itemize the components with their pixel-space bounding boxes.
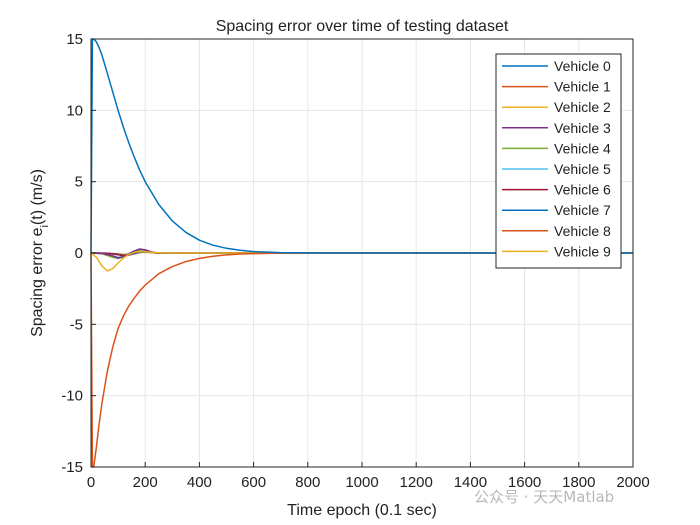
series-line-vehicle-2 <box>90 250 633 272</box>
series-line-vehicle-0 <box>90 38 633 254</box>
y-tick-label: 5 <box>75 174 83 191</box>
legend-label: Vehicle 6 <box>554 182 611 198</box>
y-tick-label: 15 <box>66 31 83 48</box>
x-axis-label: Time epoch (0.1 sec) <box>287 502 437 519</box>
x-tick-label: 1800 <box>562 474 595 491</box>
legend-label: Vehicle 1 <box>554 79 611 95</box>
legend-label: Vehicle 2 <box>554 99 611 115</box>
watermark: 公众号 · 天天Matlab <box>474 488 615 506</box>
x-tick-label: 1600 <box>508 474 541 491</box>
x-tick-label: 400 <box>187 474 212 491</box>
axis-ticks: 0 200 400 600 800 1000 1200 1400 1600 1800 2000 -15… <box>61 31 649 491</box>
legend: Vehicle 0 Vehicle 1 Vehicle 2 Vehicle 3 Vehi… <box>495 53 622 269</box>
y-tick-label: -10 <box>61 388 83 405</box>
legend-label: Vehicle 4 <box>554 140 611 156</box>
x-tick-label: 0 <box>87 474 95 491</box>
legend-label: Vehicle 9 <box>554 243 611 259</box>
y-tick-label: 0 <box>75 245 83 262</box>
x-tick-label: 1200 <box>400 474 433 491</box>
x-tick-label: 1000 <box>345 474 378 491</box>
legend-label: Vehicle 7 <box>554 202 611 218</box>
legend-box <box>495 53 622 269</box>
x-tick-label: 800 <box>295 474 320 491</box>
legend-label: Vehicle 8 <box>554 223 611 239</box>
legend-label: Vehicle 0 <box>554 58 611 74</box>
chart-title: Spacing error over time of testing datas… <box>216 18 509 35</box>
series-lines <box>90 38 633 468</box>
x-tick-label: 2000 <box>616 474 649 491</box>
x-tick-label: 200 <box>133 474 158 491</box>
y-axis-label: Spacing error ei(t) (m/s) <box>29 169 51 337</box>
y-tick-label: -15 <box>61 459 83 476</box>
y-tick-label: 10 <box>66 102 83 119</box>
series-line-vehicle-1 <box>90 252 633 468</box>
legend-label: Vehicle 5 <box>554 161 611 177</box>
x-tick-label: 600 <box>241 474 266 491</box>
x-tick-label: 1400 <box>454 474 487 491</box>
legend-label: Vehicle 3 <box>554 120 611 136</box>
y-tick-label: -5 <box>70 316 83 333</box>
